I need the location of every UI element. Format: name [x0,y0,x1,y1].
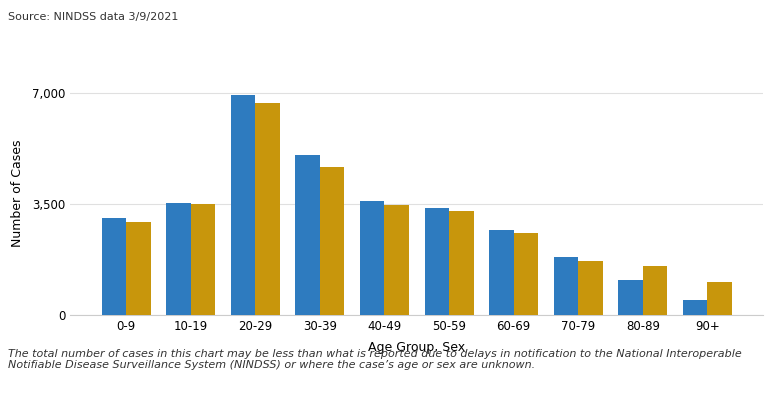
X-axis label: Age Group, Sex: Age Group, Sex [368,341,465,354]
Bar [449,211,474,315]
Bar [554,256,578,315]
Bar [231,95,256,315]
Bar [101,218,126,315]
Y-axis label: Number of Cases: Number of Cases [11,139,23,247]
Bar [489,230,513,315]
Bar [683,300,707,315]
Bar [256,103,280,315]
Bar [643,266,668,315]
Bar [619,280,643,315]
Bar [320,167,344,315]
Bar [126,221,150,315]
Bar [166,203,191,315]
Bar [191,204,215,315]
Bar [707,282,732,315]
Bar [513,233,538,315]
Bar [295,155,320,315]
Bar [385,205,409,315]
Bar [578,261,603,315]
Bar [360,201,385,315]
Text: The total number of cases in this chart may be less than what is reported due to: The total number of cases in this chart … [8,349,742,370]
Text: Source: NINDSS data 3/9/2021: Source: NINDSS data 3/9/2021 [8,12,178,22]
Bar [425,208,449,315]
Legend: Male, Female: Male, Female [76,0,201,6]
